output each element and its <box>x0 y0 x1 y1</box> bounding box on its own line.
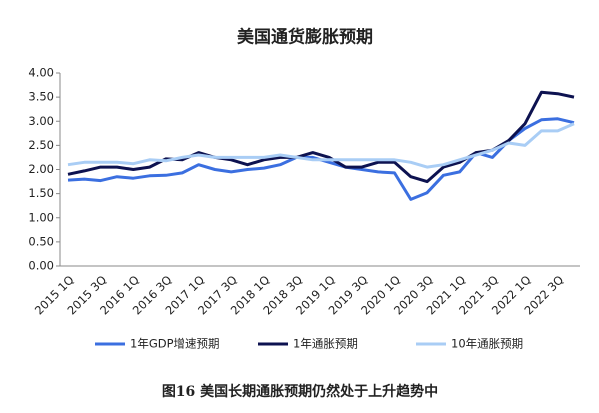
y-tick-label: 4.00 <box>28 66 54 80</box>
y-tick-label: 3.00 <box>28 114 54 128</box>
series-line <box>67 90 575 184</box>
caption: 图16 美国长期通胀预期仍然处于上升趋势中 <box>162 383 438 400</box>
legend-label: 1年通胀预期 <box>293 337 358 351</box>
legend-label: 10年通胀预期 <box>451 337 523 351</box>
y-tick-label: 3.50 <box>28 90 54 104</box>
series-line <box>67 122 575 169</box>
y-tick-label: 0.00 <box>28 259 54 273</box>
y-tick-label: 0.50 <box>28 234 54 248</box>
chart-title: 美国通货膨胀预期 <box>237 27 373 48</box>
y-tick-label: 2.50 <box>28 138 54 152</box>
y-tick-label: 2.00 <box>28 162 54 176</box>
y-tick-label: 1.50 <box>28 186 54 200</box>
legend-label: 1年GDP增速预期 <box>130 337 220 351</box>
y-tick-label: 1.00 <box>28 210 54 224</box>
